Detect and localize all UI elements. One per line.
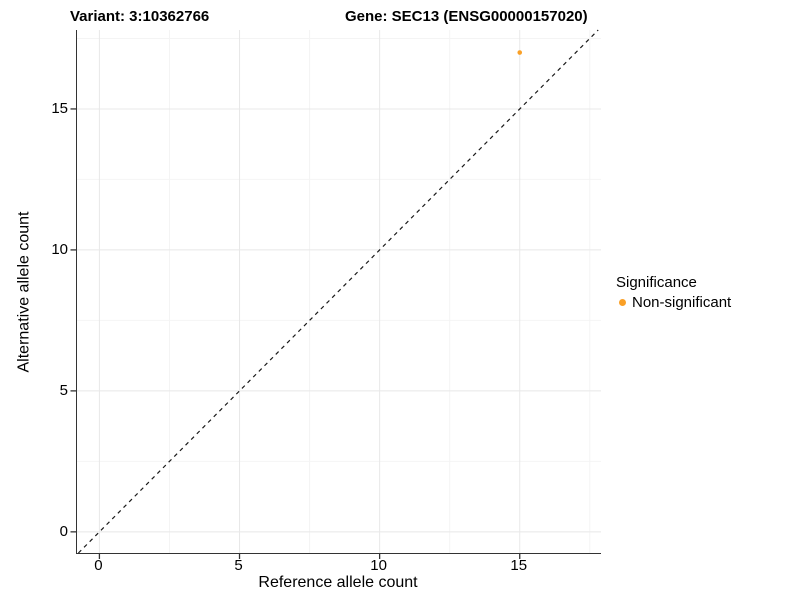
- legend-title: Significance: [616, 274, 697, 291]
- x-tick-label: 10: [370, 557, 387, 574]
- y-tick-label: 10: [51, 241, 68, 259]
- y-tick-label: 15: [51, 100, 68, 118]
- plot-title-gene: Gene: SEC13 (ENSG00000157020): [345, 8, 588, 25]
- x-tick-label: 5: [234, 557, 243, 574]
- x-tick-label: 0: [94, 557, 103, 574]
- x-axis-label: Reference allele count: [258, 574, 418, 591]
- legend-point-icon: [619, 299, 626, 306]
- y-tick-label: 0: [59, 523, 68, 541]
- y-tick-label: 5: [59, 382, 68, 400]
- identity-line: [77, 29, 599, 554]
- legend-item-label: Non-significant: [632, 294, 732, 311]
- plot-title-variant: Variant: 3:10362766: [70, 8, 210, 25]
- plot-panel: [70, 29, 601, 559]
- plot-canvas: [70, 29, 601, 559]
- y-axis-label: Alternative allele count: [15, 211, 33, 372]
- legend-item: Non-significant: [616, 294, 731, 311]
- y-axis-label-wrap: Alternative allele count: [14, 30, 34, 553]
- x-tick-label: 15: [510, 557, 528, 574]
- data-point: [517, 50, 523, 55]
- legend: Significance Non-significant: [616, 274, 731, 311]
